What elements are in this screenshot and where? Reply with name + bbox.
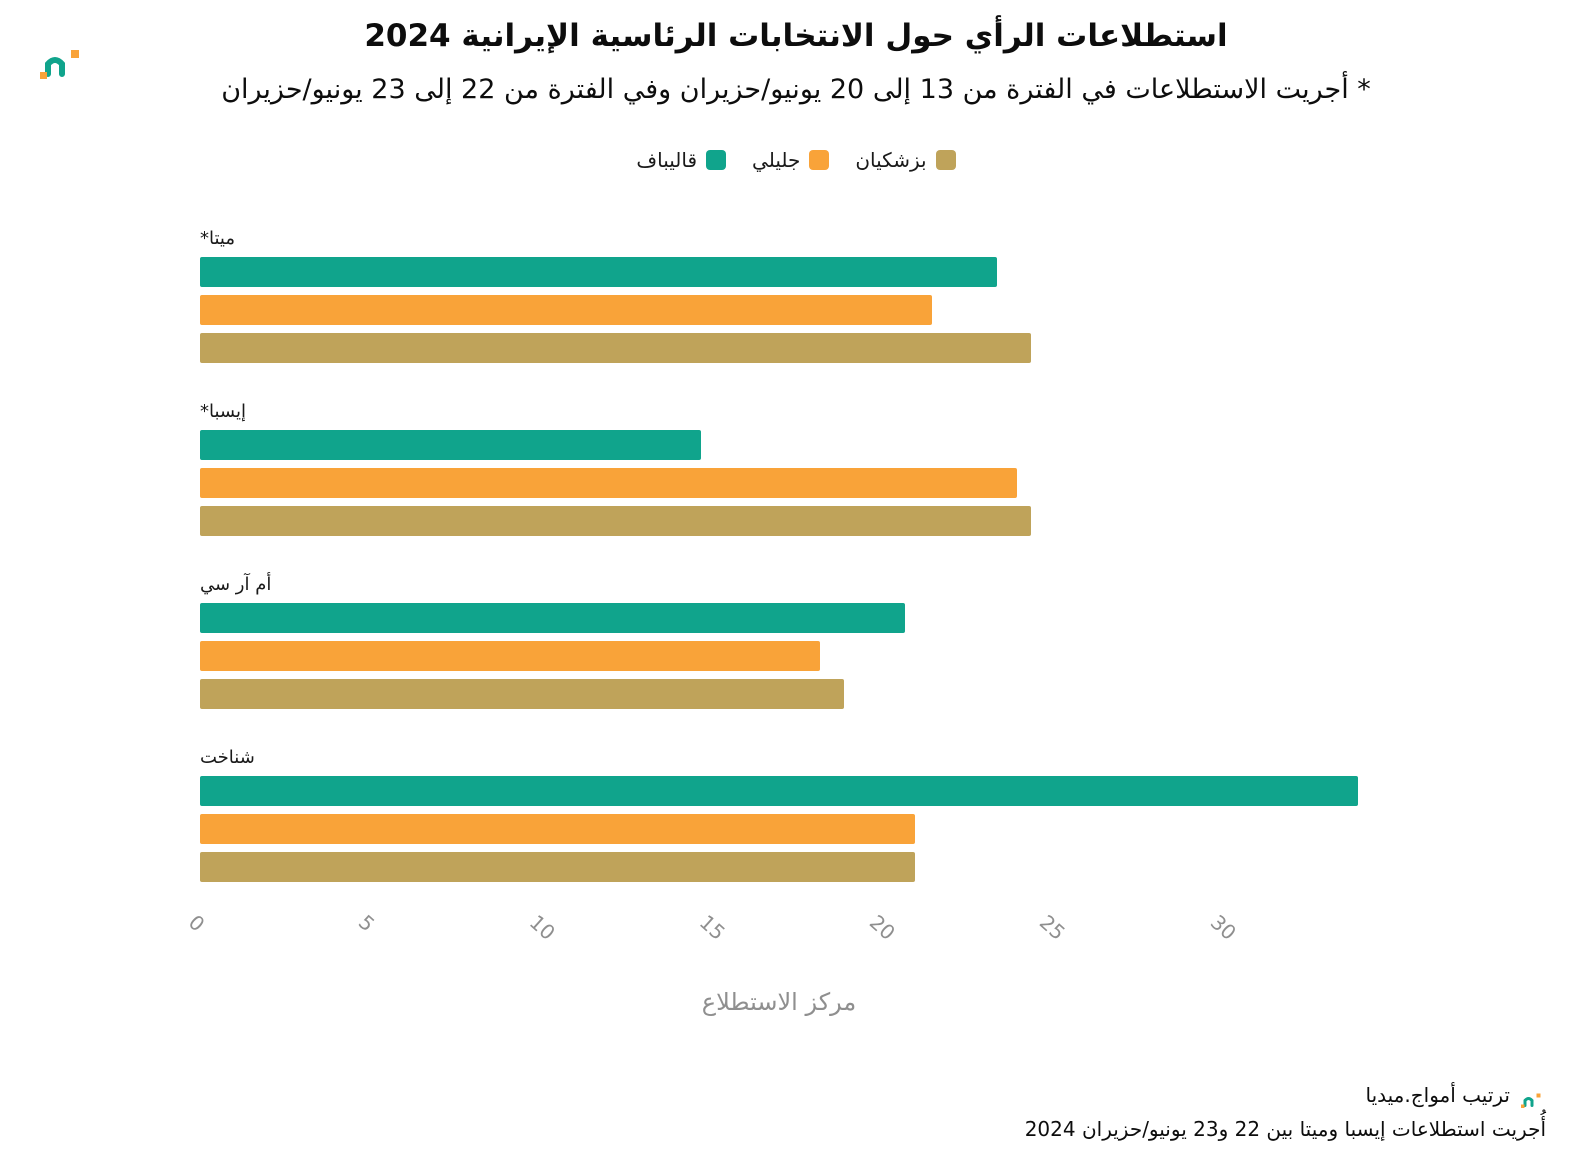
bar-row <box>200 679 1358 709</box>
bar-series-2 <box>200 295 933 325</box>
chart-subtitle: * أجريت الاستطلاعات في الفترة من 13 إلى … <box>221 74 1371 105</box>
bar-row <box>200 468 1358 498</box>
bar-series-2 <box>200 468 1018 498</box>
bar-row <box>200 295 1358 325</box>
x-tick-label: 10 <box>524 910 560 945</box>
legend-label: قاليباف <box>636 148 698 172</box>
bar-group-3: أم آر سي <box>200 574 1358 709</box>
bar-row <box>200 641 1358 671</box>
amwaj-logo <box>38 48 90 82</box>
bar-series-3 <box>200 333 1032 363</box>
category-label: أم آر سي <box>200 574 272 595</box>
legend-item-3: بزشكيان <box>855 148 956 172</box>
bar-series-2 <box>200 641 820 671</box>
legend-label: جليلي <box>752 148 801 172</box>
bar-row <box>200 852 1358 882</box>
x-tick-label: 30 <box>1205 910 1241 945</box>
legend-item-1: قاليباف <box>636 148 727 172</box>
bar-row <box>200 257 1358 287</box>
footer-source-text: ترتيب أمواج.ميديا <box>1365 1083 1510 1107</box>
legend-swatch-icon <box>809 150 830 170</box>
x-axis-title: مركز الاستطلاع <box>701 988 857 1016</box>
bar-row <box>200 333 1358 363</box>
bar-series-1 <box>200 603 906 633</box>
legend-swatch-icon <box>935 150 956 170</box>
bar-group-2: إيسبا* <box>200 401 1358 536</box>
amwaj-logo-icon <box>40 50 79 79</box>
bar-series-2 <box>200 814 916 844</box>
footer: ترتيب أمواج.ميديا أُجريت استطلاعات إيسبا… <box>1025 1078 1546 1146</box>
chart-title: استطلاعات الرأي حول الانتخابات الرئاسية … <box>364 18 1228 54</box>
amwaj-footer-logo-icon <box>1521 1093 1541 1108</box>
bar-group-1: ميتا* <box>200 228 1358 363</box>
x-tick-label: 0 <box>183 910 210 937</box>
x-tick-label: 5 <box>354 910 380 937</box>
legend-label: بزشكيان <box>855 148 927 172</box>
footer-note-text: أُجريت استطلاعات إيسبا وميتا بين 22 و23 … <box>1024 1117 1546 1141</box>
bar-series-1 <box>200 776 1358 806</box>
legend: قاليباف جليلي بزشكيان <box>0 148 1592 172</box>
bar-row <box>200 603 1358 633</box>
bar-series-1 <box>200 430 701 460</box>
bar-series-3 <box>200 506 1032 536</box>
plot-area: ميتا* إيسبا* أم آر سي شناخت <box>200 228 1358 908</box>
category-label: ميتا* <box>200 228 235 249</box>
bar-row <box>200 776 1358 806</box>
bar-row <box>200 506 1358 536</box>
x-axis: 0 5 10 15 20 25 30 <box>184 908 1358 980</box>
footer-source-row: ترتيب أمواج.ميديا <box>1025 1078 1546 1112</box>
bar-series-3 <box>200 852 916 882</box>
bar-series-3 <box>200 679 844 709</box>
legend-swatch-icon <box>706 150 727 170</box>
x-tick-label: 20 <box>865 910 901 945</box>
amwaj-footer-logo <box>1520 1086 1546 1108</box>
legend-item-2: جليلي <box>752 148 830 172</box>
bar-series-1 <box>200 257 997 287</box>
bar-row <box>200 430 1358 460</box>
category-label: إيسبا* <box>200 401 246 422</box>
x-tick-label: 15 <box>694 910 730 945</box>
x-tick-label: 25 <box>1035 910 1071 945</box>
bar-group-4: شناخت <box>200 747 1358 882</box>
bar-row <box>200 814 1358 844</box>
category-label: شناخت <box>200 747 255 768</box>
